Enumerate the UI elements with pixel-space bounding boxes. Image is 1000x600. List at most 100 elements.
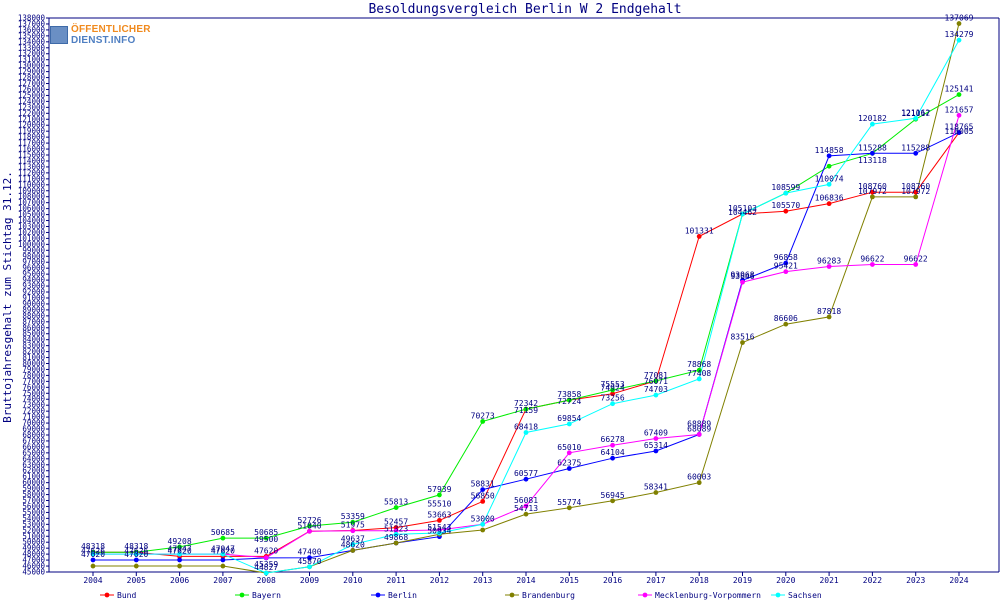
data-label: 47947 [211,544,235,553]
y-tick-label: 65000 [22,448,45,457]
data-point [437,492,442,498]
x-tick-label: 2020 [776,576,795,585]
data-point [437,530,442,536]
data-label: 93968 [730,270,754,279]
data-label: 108760 [901,182,930,191]
data-point [826,181,832,187]
data-label: 86606 [774,314,798,323]
data-point [913,194,919,200]
data-label: 56945 [601,491,625,500]
x-tick-label: 2022 [863,576,882,585]
y-tick-label: 124000 [18,97,46,106]
data-label: 115288 [901,143,930,152]
data-point [480,419,486,424]
data-label: 68418 [514,422,538,431]
data-label: 47020 [124,550,148,559]
y-tick-label: 113000 [18,162,46,171]
y-tick-label: 135000 [18,31,46,40]
data-point [350,548,356,553]
x-tick-label: 2014 [516,576,535,585]
data-label: 95421 [774,262,798,271]
data-point [653,490,659,495]
data-label: 50685 [254,528,278,537]
data-label: 51840 [297,521,321,530]
data-label: 51323 [384,524,408,533]
data-point [523,406,529,412]
data-point [307,555,312,561]
data-label: 58341 [644,483,668,492]
data-label: 55813 [384,498,408,507]
x-tick-label: 2015 [560,576,579,585]
data-label: 75553 [601,380,625,389]
data-label: 66278 [601,435,625,444]
data-label: 73256 [601,394,625,403]
series-line [93,94,960,553]
data-label: 50934 [427,527,451,536]
data-point [913,262,919,267]
chart-title: Besoldungsvergleich Berlin W 2 Endgehalt [368,2,681,17]
data-point [393,505,399,510]
data-point [350,528,356,534]
y-tick-label: 47000 [22,556,45,565]
x-tick-label: 2024 [949,576,968,585]
logo-line-2: DIENST.INFO [71,35,136,46]
y-tick-label: 117000 [18,139,46,148]
y-tick-label: 85000 [22,329,45,338]
y-tick-label: 72000 [22,407,45,416]
data-point [826,153,832,159]
data-label: 45870 [297,557,321,566]
data-label: 121162 [901,108,930,117]
y-tick-label: 102000 [18,228,46,237]
data-label: 76071 [644,377,668,386]
x-tick-label: 2018 [690,576,709,585]
data-point [653,448,659,454]
data-label: 96622 [904,254,928,263]
y-tick-label: 133000 [18,43,46,52]
y-tick-label: 67000 [22,436,45,445]
data-point [566,450,572,456]
x-axis-ticks: 2004 2005 2006 2007 2008 2009 2010 2011 2012 2013… [83,572,969,585]
data-label: 65314 [644,441,668,450]
x-tick-label: 2012 [430,576,449,585]
data-label: 105103 [728,204,757,213]
value-labels: 4831847626470204831847626470204920847947… [81,14,974,572]
data-point [740,211,745,217]
y-tick-label: 49000 [22,544,45,553]
data-label: 65010 [557,443,581,452]
data-point [653,436,659,441]
x-tick-label: 2009 [300,576,319,585]
data-label: 74924 [601,384,625,393]
data-point [610,442,615,448]
legend-marker [239,592,245,598]
y-tick-label: 66000 [22,442,45,451]
legend-label: Mecklenburg-Vorpommern [655,591,761,600]
y-tick-label: 129000 [18,67,46,76]
data-point [480,487,486,493]
data-label: 49868 [384,533,408,542]
series-points [90,21,962,576]
data-label: 101331 [685,226,714,235]
data-label: 45359 [254,560,278,569]
data-label: 68889 [687,420,711,429]
data-point [566,421,572,427]
y-tick-label: 112000 [18,168,46,177]
data-label: 77408 [687,369,711,378]
data-point [307,523,312,529]
y-tick-label: 93000 [22,282,45,291]
y-tick-label: 60000 [22,478,45,487]
data-point [480,521,486,527]
logo-mark-icon [50,26,68,44]
data-point [177,563,183,569]
data-label: 113118 [858,156,887,165]
data-point [523,503,529,509]
legend-label: Berlin [388,591,417,600]
legend-marker [509,592,515,598]
data-label: 54713 [514,504,538,513]
y-tick-label: 80000 [22,359,45,368]
data-point [610,498,615,504]
data-point [870,194,875,200]
data-point [566,505,572,511]
data-point [393,531,399,537]
data-point [826,201,832,207]
